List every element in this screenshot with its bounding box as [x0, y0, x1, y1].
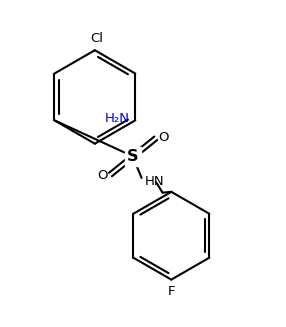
- Text: HN: HN: [145, 175, 165, 188]
- Text: F: F: [168, 285, 175, 298]
- Text: O: O: [158, 131, 169, 144]
- Text: H₂N: H₂N: [105, 112, 130, 125]
- Text: Cl: Cl: [90, 32, 103, 45]
- Text: O: O: [97, 169, 108, 182]
- Text: S: S: [127, 149, 139, 164]
